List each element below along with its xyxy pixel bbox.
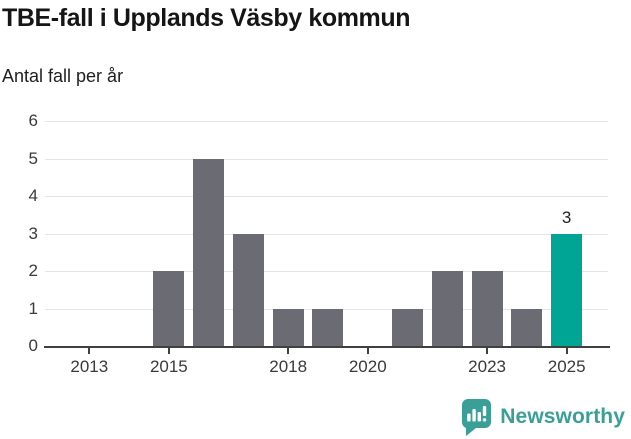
bar-2021 (392, 308, 424, 346)
gridline-y3 (45, 233, 608, 235)
gridline-y5 (45, 158, 608, 160)
x-axis-label: 2025 (547, 357, 586, 376)
bar-2025 (551, 233, 583, 346)
x-axis-label: 2020 (348, 357, 387, 376)
bar-chart-plot: 0 1 2 3 4 5 6 2013 2015 2018 2020 2023 2025 3 (28, 111, 610, 376)
y-axis-label: 1 (28, 298, 38, 318)
bar-2018 (272, 308, 304, 346)
chart-subtitle: Antal fall per år (2, 66, 124, 86)
x-axis-line (44, 346, 610, 348)
x-tick-2015 (167, 348, 170, 354)
y-axis-label: 0 (28, 336, 38, 355)
newsworthy-chart-bubble-icon (462, 399, 492, 436)
bar-2023 (471, 271, 503, 346)
x-axis-label: 2015 (149, 357, 188, 376)
x-axis-label: 2018 (269, 357, 308, 376)
x-axis-label: 2013 (70, 357, 109, 376)
x-tick-2018 (287, 348, 290, 354)
gridline-y2 (45, 271, 608, 272)
y-axis-label: 5 (28, 148, 38, 168)
bar-2017 (232, 233, 264, 346)
gridline-y6 (45, 121, 608, 122)
branding: Newsworthy (459, 397, 625, 437)
x-axis-label: 2023 (468, 357, 506, 376)
bar-2016 (193, 158, 225, 346)
x-tick-2023 (486, 348, 489, 354)
newsworthy-logo-text: Newsworthy (500, 405, 625, 428)
bar-2024 (511, 308, 543, 346)
gridline-y4 (45, 196, 608, 197)
bar-value-label: 3 (561, 207, 572, 227)
bar-2015 (153, 271, 185, 346)
x-tick-2013 (88, 348, 91, 354)
y-axis-label: 3 (28, 223, 38, 243)
bar-2019 (312, 308, 344, 346)
x-tick-2020 (366, 348, 369, 354)
chart-title: TBE-fall i Upplands Väsby kommun (2, 4, 411, 32)
y-axis-label: 4 (28, 186, 38, 205)
bar-2022 (431, 271, 463, 346)
y-axis-label: 2 (28, 261, 38, 280)
x-tick-2025 (565, 348, 568, 354)
y-axis-label: 6 (28, 111, 38, 130)
